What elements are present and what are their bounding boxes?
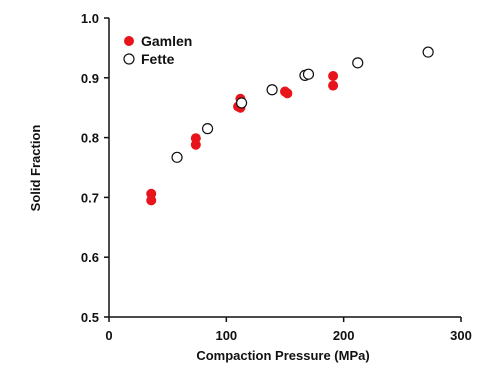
- x-tick-label: 300: [450, 328, 472, 343]
- data-point-fette: [352, 57, 364, 69]
- x-axis-title: Compaction Pressure (MPa): [196, 348, 369, 363]
- y-tick-label: 0.8: [81, 131, 99, 146]
- legend-marker-gamlen: [124, 36, 134, 46]
- legend-label-fette: Fette: [141, 51, 175, 67]
- data-point-gamlen: [190, 139, 201, 150]
- y-tick-label: 0.6: [81, 250, 99, 265]
- y-tick-label: 0.9: [81, 71, 99, 86]
- y-tick-label: 0.7: [81, 190, 99, 205]
- legend: Gamlen Fette: [123, 33, 192, 67]
- y-tick-label: 0.5: [81, 310, 99, 325]
- axes: [108, 18, 461, 318]
- data-point-fette: [171, 151, 183, 163]
- legend-marker-fette: [123, 53, 135, 65]
- data-point-fette: [266, 84, 278, 96]
- x-tick-label: 100: [215, 328, 237, 343]
- x-tick-label: 0: [105, 328, 112, 343]
- series-fette: [171, 46, 434, 163]
- data-point-gamlen: [328, 80, 339, 91]
- y-tick-label: 1.0: [81, 11, 99, 26]
- ticks: 0 100 200 300 0.5 0.6 0.7 0.8 0.9 1.0: [81, 11, 472, 343]
- data-point-fette: [422, 46, 434, 58]
- data-point-fette: [235, 97, 248, 109]
- data-points: [146, 46, 434, 206]
- series-gamlen: [146, 71, 339, 206]
- data-point-gamlen: [328, 71, 339, 82]
- data-point-fette: [201, 123, 214, 135]
- y-axis-title: Solid Fraction: [28, 125, 43, 212]
- legend-label-gamlen: Gamlen: [141, 33, 192, 49]
- data-point-fette: [302, 68, 315, 80]
- data-point-gamlen: [146, 195, 157, 206]
- data-point-gamlen: [282, 88, 293, 99]
- x-tick-label: 200: [333, 328, 355, 343]
